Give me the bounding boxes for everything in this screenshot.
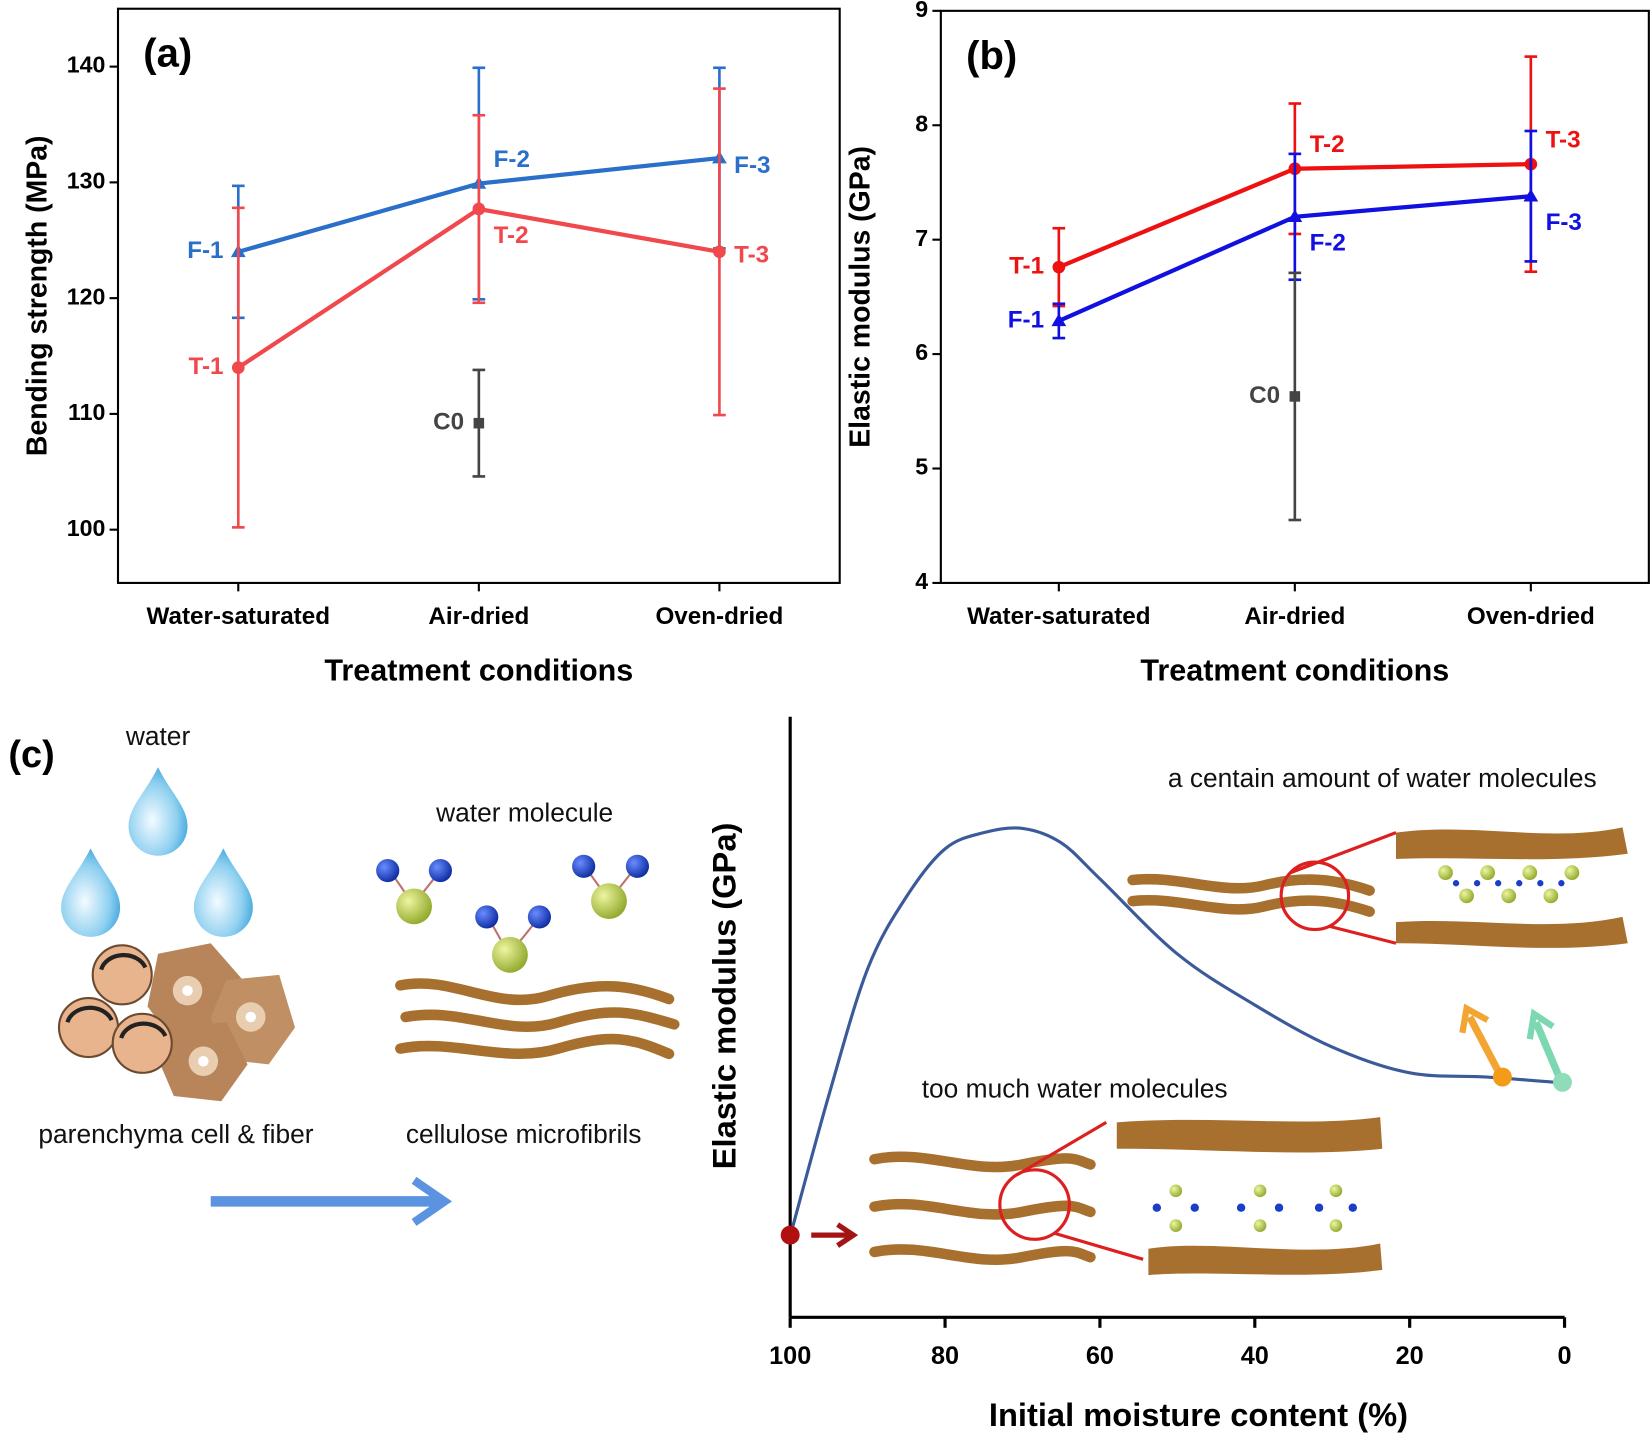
y-tick-label: 7 xyxy=(915,225,928,251)
point-label: C0 xyxy=(433,409,464,436)
y-tick-label: 6 xyxy=(915,339,928,365)
water-chains xyxy=(1152,865,1580,1232)
point-label: T-1 xyxy=(189,353,224,380)
panel-label: (b) xyxy=(966,34,1017,78)
y-axis-label: Bending strength (MPa) xyxy=(21,135,53,456)
y-tick-label: 140 xyxy=(67,52,106,78)
x-tick-label: 0 xyxy=(1558,1342,1572,1370)
marker xyxy=(1052,260,1066,274)
y-tick-label: 130 xyxy=(67,168,106,194)
x-tick-label: Air-dried xyxy=(428,603,529,630)
annotation: cellulose microfibrils xyxy=(406,1119,642,1149)
point-label: F-1 xyxy=(1008,306,1044,333)
x-tick-label: 40 xyxy=(1241,1342,1269,1370)
point-label: F-2 xyxy=(1310,230,1346,257)
marker xyxy=(1287,209,1303,223)
x-tick-label: Water-saturated xyxy=(147,603,330,630)
droplets xyxy=(61,767,253,937)
cells xyxy=(57,943,295,1102)
x-tick-label: 60 xyxy=(1086,1342,1114,1370)
fibril-bands xyxy=(1116,827,1628,1276)
y-tick-label: 9 xyxy=(915,0,928,22)
illustrations xyxy=(57,767,1628,1276)
marker xyxy=(1523,188,1539,202)
marker xyxy=(231,361,245,374)
y-tick-label: 5 xyxy=(915,454,928,480)
marker xyxy=(473,417,485,429)
y-tick-label: 120 xyxy=(67,283,106,309)
panel-label: (c) xyxy=(8,734,54,776)
point-label: F-2 xyxy=(494,146,530,173)
point-label: T-2 xyxy=(494,222,529,249)
x-axis-label: Initial moisture content (%) xyxy=(989,1396,1408,1433)
marker xyxy=(1051,313,1067,327)
arrows xyxy=(210,1003,1572,1248)
point-label: F-3 xyxy=(1546,209,1582,236)
fibrils xyxy=(395,873,1375,1265)
molecules xyxy=(376,854,649,973)
x-tick-label: 20 xyxy=(1396,1342,1424,1370)
annotation: a centain amount of water molecules xyxy=(1168,763,1597,793)
marker xyxy=(472,202,486,216)
x-tick-label: Water-saturated xyxy=(967,603,1150,630)
marker xyxy=(713,245,726,259)
annotation: too much water molecules xyxy=(922,1074,1228,1104)
x-tick-label: Oven-dried xyxy=(1467,603,1595,630)
point-label: T-3 xyxy=(1546,126,1581,153)
x-axis-label: Treatment conditions xyxy=(324,654,633,688)
point-label: T-2 xyxy=(1310,131,1345,158)
x-tick-label: 80 xyxy=(931,1342,959,1370)
panel-label: (a) xyxy=(143,32,192,76)
annotation: parenchyma cell & fiber xyxy=(38,1119,313,1149)
marker xyxy=(1289,391,1301,402)
point-label: T-1 xyxy=(1009,253,1044,280)
x-axis-label: Treatment conditions xyxy=(1140,654,1449,688)
magnifiers xyxy=(998,831,1397,1261)
y-tick-label: 100 xyxy=(67,515,106,541)
point-label: F-1 xyxy=(187,237,223,264)
x-tick-label: 100 xyxy=(769,1342,811,1370)
y-tick-label: 110 xyxy=(68,399,105,425)
x-tick-label: Oven-dried xyxy=(655,603,783,630)
annotation: water xyxy=(125,721,191,751)
y-tick-label: 8 xyxy=(915,110,928,136)
curve xyxy=(788,826,1565,1237)
x-tick-label: Air-dried xyxy=(1244,603,1345,630)
point-label: T-3 xyxy=(734,241,769,268)
y-axis-label: Elastic modulus (GPa) xyxy=(706,823,743,1170)
y-axis-label: Elastic modulus (GPa) xyxy=(844,146,876,448)
y-tick-label: 4 xyxy=(915,568,928,594)
point-label: F-3 xyxy=(734,152,770,179)
point-label: C0 xyxy=(1249,382,1280,409)
annotation: water molecule xyxy=(435,798,613,828)
